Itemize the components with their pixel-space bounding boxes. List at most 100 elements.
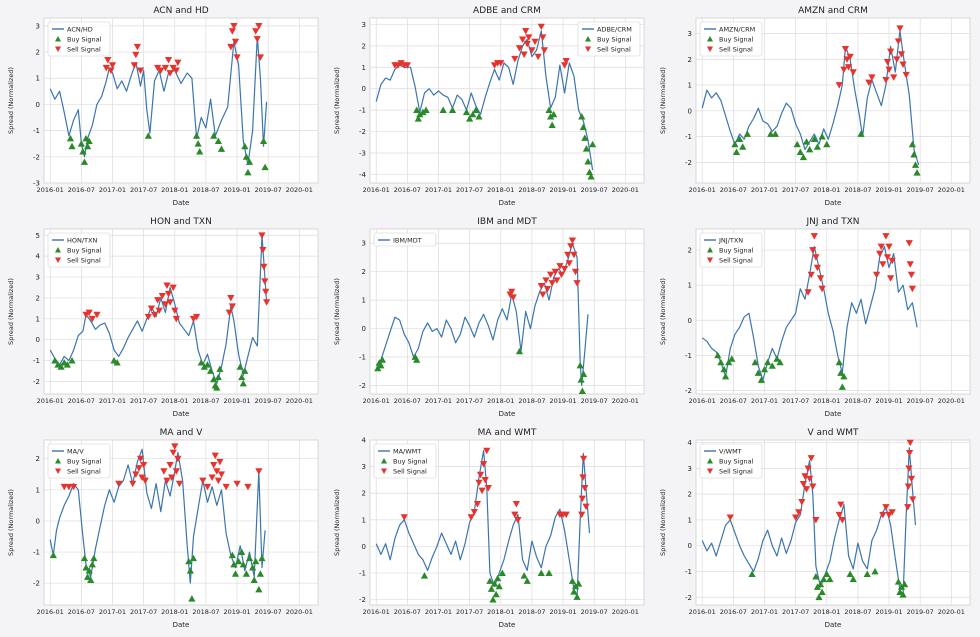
x-axis-label: Date (173, 621, 190, 629)
chart-title: JNJ and TXN (805, 217, 859, 227)
sell-signal-marker (168, 474, 176, 481)
sell-signal-marker (882, 76, 890, 84)
buy-signal-marker (189, 554, 198, 562)
sell-signal-marker (69, 483, 78, 491)
chart-panel: ACN and HD -3 -2 -1 0 1 2 3 2016-01 2016-07 2017-0… (0, 0, 326, 211)
x-tick-label: 2016-07 (720, 397, 747, 405)
sell-signal-marker (497, 60, 505, 67)
buy-signal-marker (245, 554, 254, 562)
legend-buy-label: Buy Signal (67, 247, 102, 255)
buy-signal-marker (863, 570, 871, 577)
sell-signal-marker (192, 313, 201, 321)
x-tick-label: 2016-07 (68, 608, 95, 616)
legend-sell-swatch (55, 468, 61, 474)
buy-signal-marker (748, 570, 756, 577)
legend-sell-swatch (381, 468, 387, 474)
sell-signal-marker (132, 471, 140, 478)
legend-sell-swatch (55, 257, 61, 263)
x-tick-label: 2018-01 (813, 186, 840, 194)
buy-signal-marker (546, 112, 555, 120)
x-tick-label: 2018-01 (161, 608, 188, 616)
sell-signal-marker (155, 307, 163, 315)
buy-signal-marker (767, 130, 775, 137)
sell-signal-marker (509, 294, 517, 301)
y-tick-label: 1 (688, 282, 692, 290)
chart-panel: IBM and MDT -2 -1 0 1 2 3 2016-01 2016-07 2017-01… (326, 211, 652, 422)
y-tick-label: -1 (685, 133, 692, 141)
sell-signal-marker (849, 69, 857, 76)
sell-signal-marker (562, 511, 570, 519)
x-tick-label: 2019-01 (875, 608, 902, 616)
x-tick-label: 2019-01 (549, 608, 576, 616)
sell-signal-marker (158, 292, 166, 300)
x-tick-label: 2019-01 (549, 186, 576, 194)
buy-signal-marker (239, 379, 247, 387)
legend-sell-label: Sell Signal (719, 468, 753, 476)
legend-buy-label: Buy Signal (597, 36, 632, 44)
legend-box (373, 443, 437, 479)
buy-signal-marker (815, 593, 823, 601)
x-tick-label: 2018-07 (844, 608, 871, 616)
legend-sell-swatch (707, 257, 713, 263)
buy-signal-marker (520, 572, 528, 579)
sell-signal-marker (726, 514, 734, 521)
y-tick-label: 0 (688, 542, 692, 550)
sell-signal-marker (483, 447, 491, 455)
sell-signal-marker (211, 452, 219, 460)
sell-signal-marker (518, 36, 527, 44)
x-tick-label: 2017-07 (130, 186, 157, 194)
legend-box (699, 443, 763, 479)
sell-signal-marker (85, 309, 93, 317)
sell-signal-marker (169, 284, 177, 292)
sell-signal-marker (263, 299, 271, 306)
y-tick-label: 3 (688, 465, 692, 473)
x-tick-label: 2017-01 (751, 186, 778, 194)
sell-signal-marker (899, 61, 907, 69)
chart-svg: IBM and MDT -2 -1 0 1 2 3 2016-01 2016-07 2017-01… (333, 217, 645, 418)
legend-sell-swatch (707, 468, 713, 474)
buy-signal-marker (806, 145, 814, 153)
buy-signal-marker (377, 361, 385, 369)
x-tick-label: 2018-07 (192, 186, 219, 194)
chart-title: V and WMT (808, 428, 859, 438)
buy-signal-marker (241, 367, 249, 374)
sell-signal-marker (225, 309, 233, 317)
buy-signal-marker (776, 358, 784, 366)
sell-signal-marker (88, 315, 96, 323)
x-tick-label: 2019-07 (907, 186, 934, 194)
sell-signal-marker (908, 285, 916, 293)
x-axis-label: Date (499, 410, 516, 418)
buy-signal-marker (51, 356, 59, 364)
sell-signal-marker (230, 22, 238, 30)
buy-signal-marker (743, 130, 751, 137)
y-axis-label: Spread (Normalized) (7, 67, 15, 134)
y-tick-label: -4 (359, 171, 367, 179)
x-tick-label: 2018-01 (161, 186, 188, 194)
chart-svg: AMZN and CRM -2 -1 0 1 2 3 2016-01 2016-07 2017-0… (659, 6, 971, 207)
sell-signal-marker (543, 285, 552, 293)
buy-signal-marker (768, 362, 776, 369)
y-tick-label: 2 (688, 56, 692, 64)
sell-signal-marker (840, 66, 848, 74)
sell-signal-marker (523, 40, 531, 48)
sell-signal-marker (893, 56, 901, 63)
buy-signal-marker (80, 158, 89, 165)
sell-signal-marker (582, 503, 590, 511)
x-axis-label: Date (173, 199, 190, 207)
chart-panel: JNJ and TXN -2 -1 0 1 2 2016-01 2016-07 2017-01 2… (652, 211, 978, 422)
y-tick-label: 1 (688, 516, 692, 524)
legend-series-label: MA/WMT (393, 448, 421, 456)
buy-signal-marker (911, 161, 920, 168)
legend-sell-label: Sell Signal (67, 257, 101, 265)
x-tick-label: 2016-01 (363, 608, 390, 616)
buy-signal-marker (731, 140, 739, 148)
sell-signal-marker (579, 474, 587, 481)
x-tick-label: 2016-07 (394, 608, 421, 616)
sell-signal-marker (810, 233, 818, 240)
buy-signal-marker (573, 593, 581, 600)
buy-signal-marker (545, 106, 553, 114)
legend-buy-swatch (55, 458, 61, 464)
buy-signal-marker (578, 112, 586, 120)
buy-signal-marker (144, 132, 152, 139)
buy-signal-marker (194, 140, 202, 147)
